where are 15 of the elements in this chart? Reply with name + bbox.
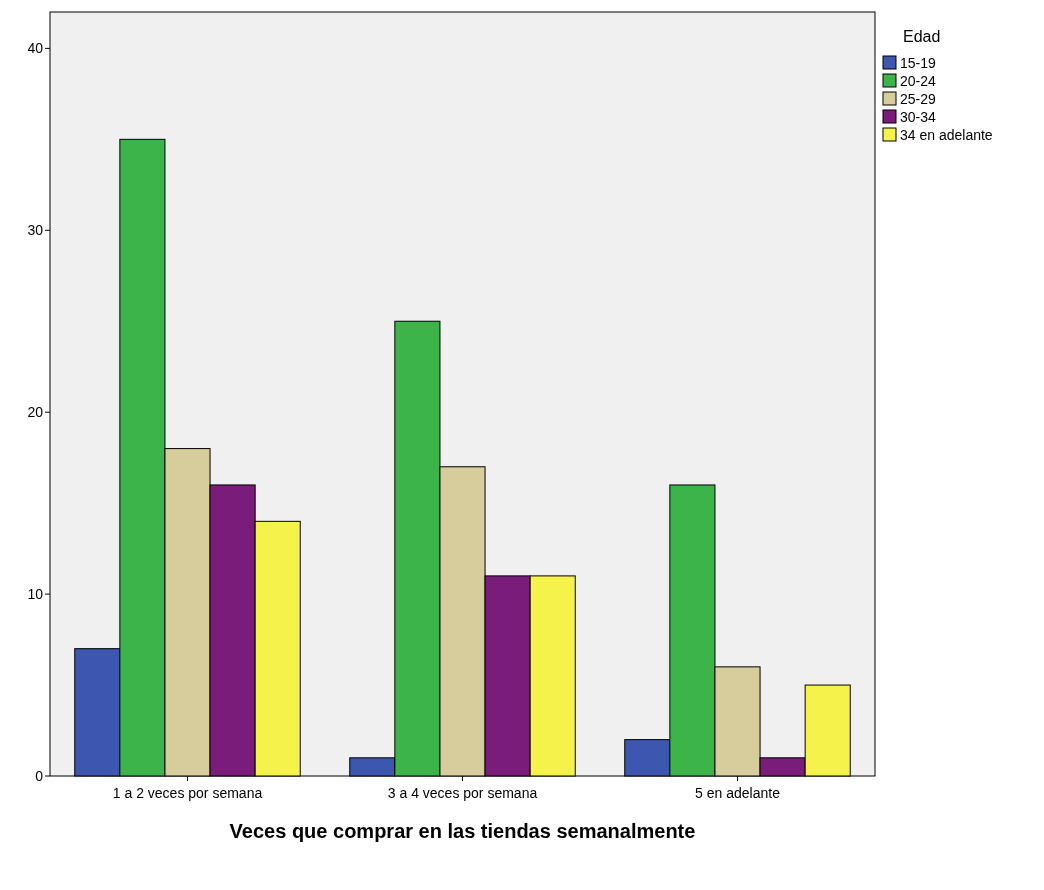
y-tick-label: 10 (27, 586, 44, 602)
legend-label: 15-19 (900, 54, 937, 71)
y-tick-label: 40 (27, 40, 44, 57)
y-tick-label: 30 (27, 222, 44, 239)
legend-label: 34 en adelante (900, 126, 993, 143)
y-tick-label: 20 (27, 404, 44, 421)
y-tick-label: 0 (35, 767, 44, 784)
legend-label: 20-24 (900, 72, 937, 89)
x-tick-label: 1 a 2 veces por semana (112, 785, 263, 801)
x-axis-title: Veces que comprar en las tiendas semanalmente (229, 820, 696, 842)
legend-title: Edad (903, 28, 941, 45)
x-tick-label: 3 a 4 veces por semana (387, 785, 538, 801)
legend-label: 25-29 (900, 90, 937, 107)
x-tick-label: 5 en adelante (695, 785, 781, 801)
legend-label: 30-34 (900, 108, 937, 125)
